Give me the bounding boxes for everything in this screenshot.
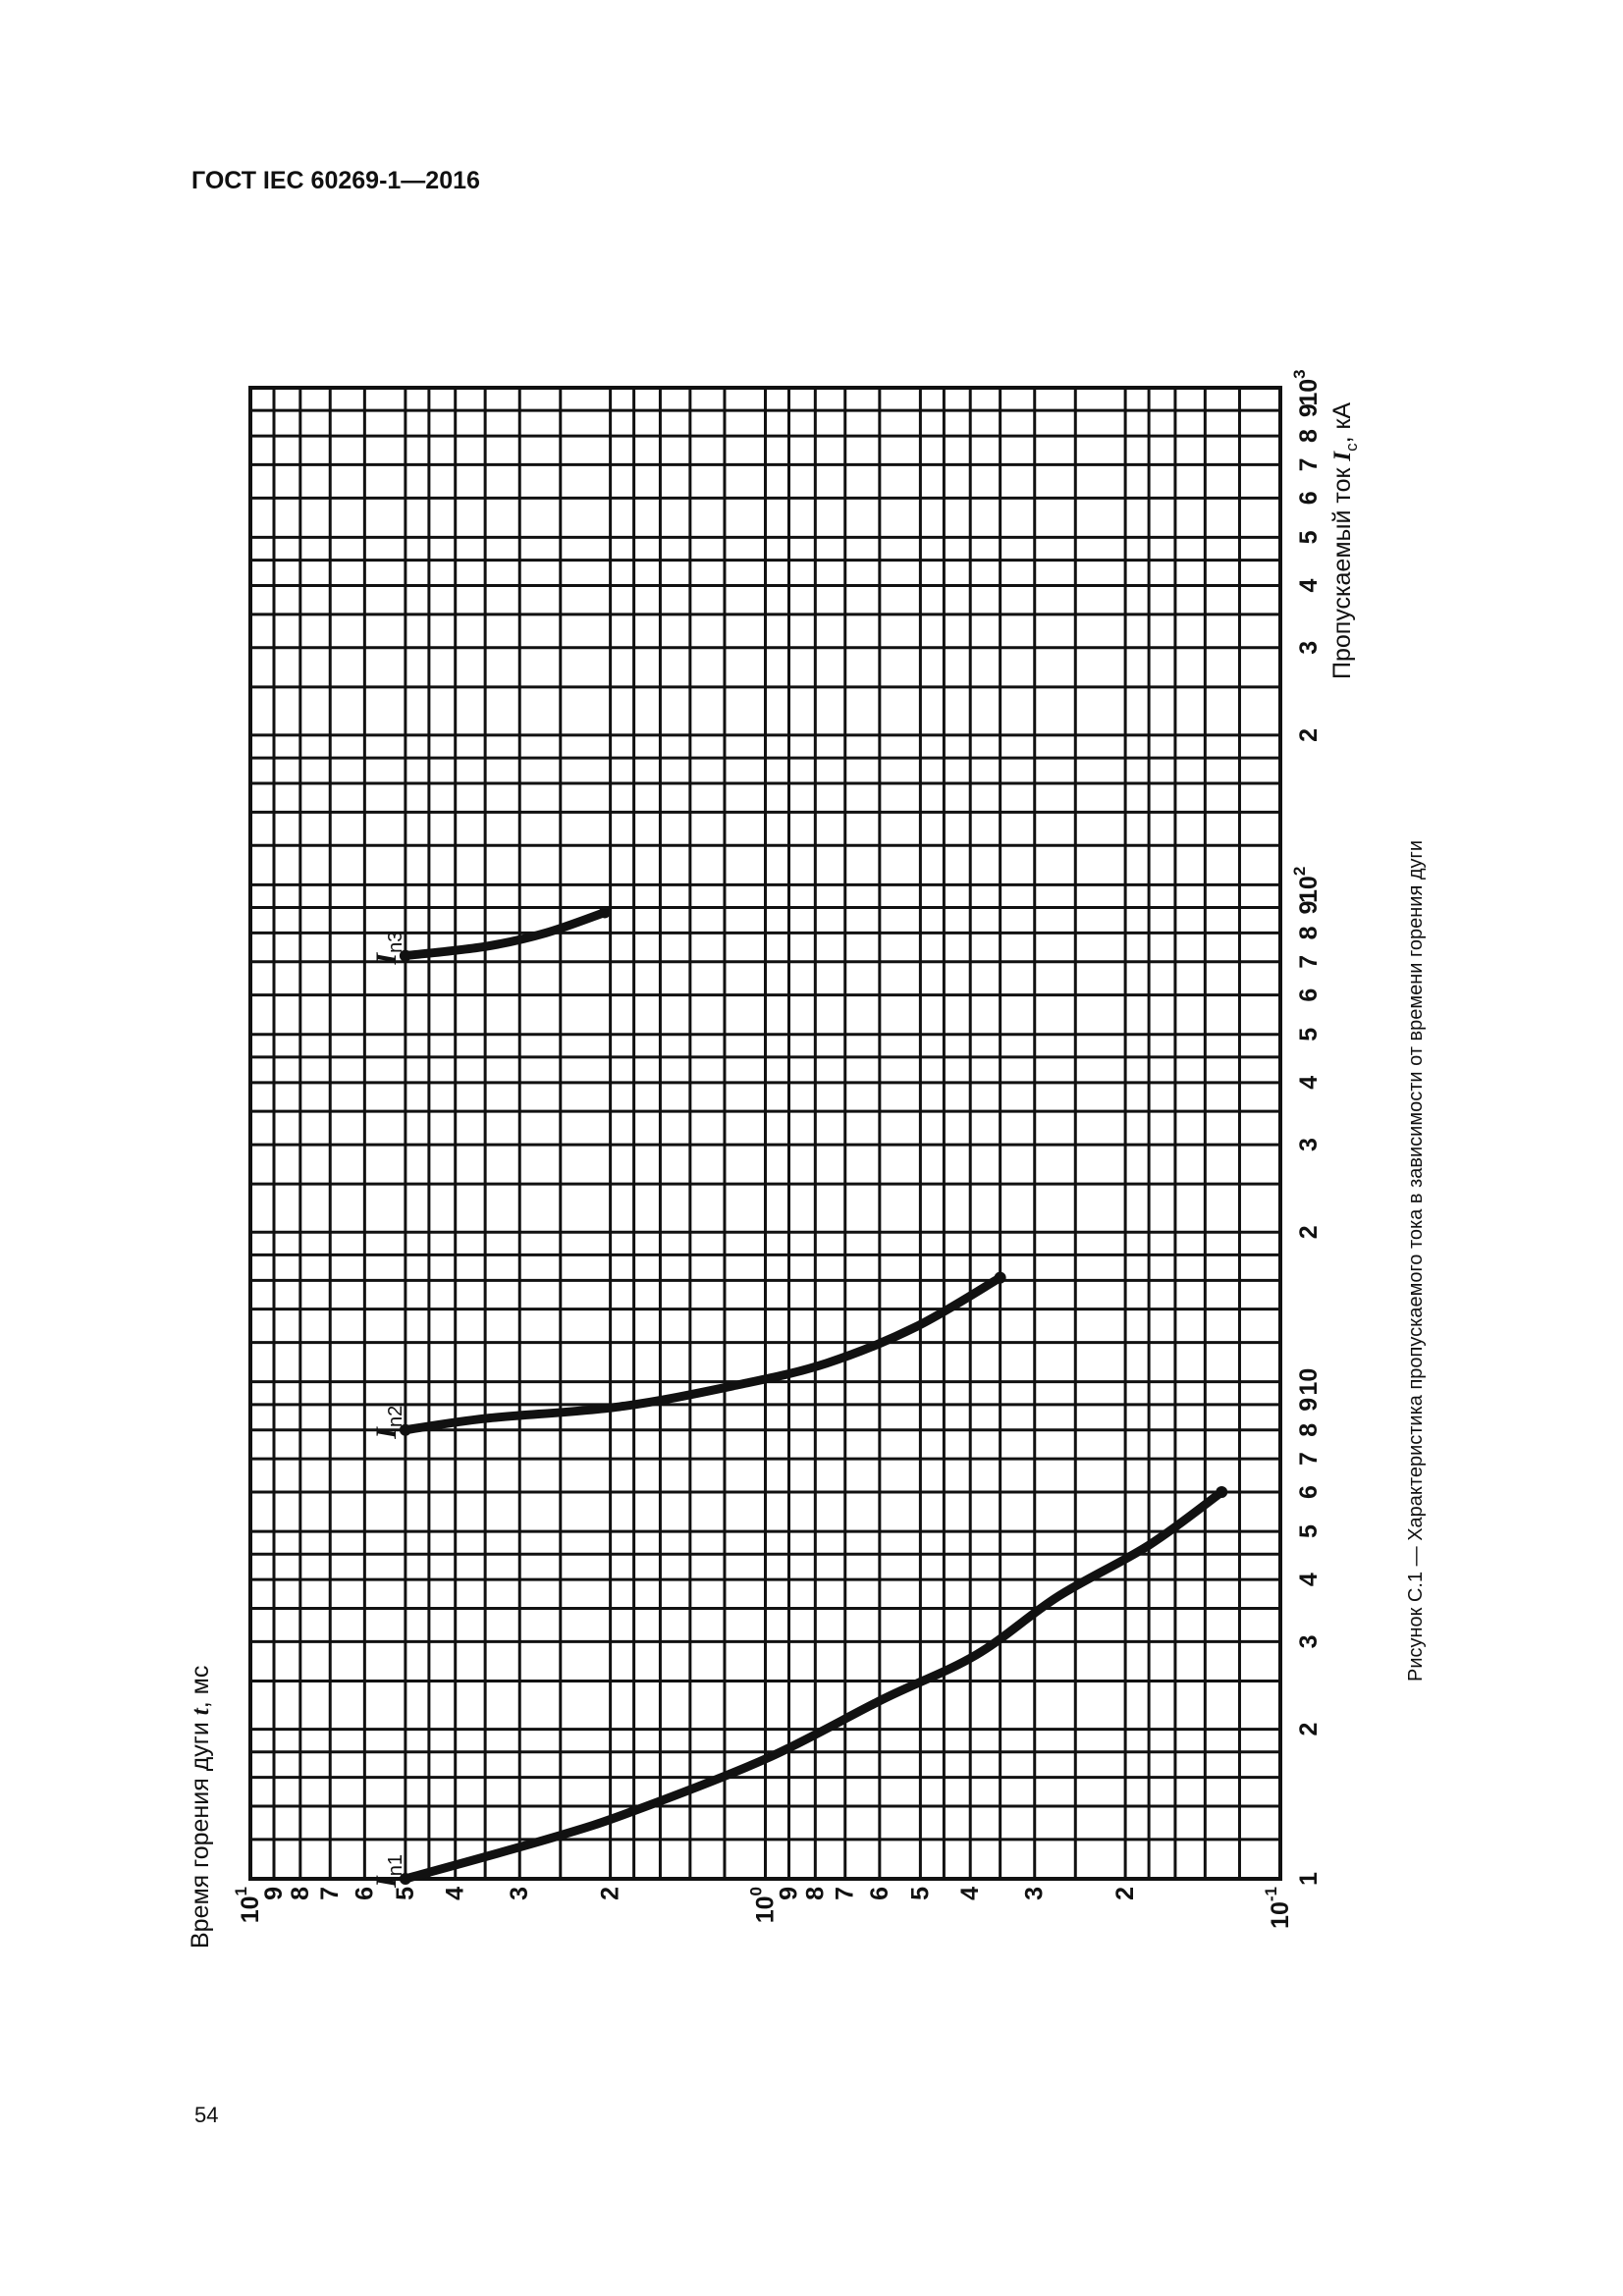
series-In2-endpoint: [399, 1423, 411, 1436]
time-axis-unit: , мс: [187, 1666, 214, 1709]
document-header: ГОСТ IEC 60269-1—2016: [191, 167, 480, 194]
current-tick-label: 5: [1295, 530, 1323, 544]
current-tick-label: 1: [1295, 1872, 1323, 1886]
time-tick-label: 5: [906, 1887, 934, 1900]
current-tick-label: 3: [1295, 641, 1323, 655]
current-tick-label: 5: [1295, 1524, 1323, 1538]
current-tick-label: 102: [1290, 867, 1324, 903]
time-tick-label: 8: [287, 1887, 314, 1900]
series-In3-label: In3: [370, 932, 406, 966]
time-axis-symbol: t: [188, 1707, 214, 1715]
series-In1-label: In1: [370, 1854, 406, 1889]
time-tick-label: 4: [956, 1887, 984, 1900]
current-tick-label: 6: [1295, 491, 1323, 505]
time-tick-label: 5: [392, 1887, 419, 1900]
current-tick-label: 3: [1295, 1138, 1323, 1151]
current-tick-label: 9: [1295, 403, 1323, 417]
time-tick-label: 6: [866, 1887, 893, 1900]
current-tick-label: 7: [1295, 457, 1323, 471]
current-tick-label: 8: [1295, 1423, 1323, 1437]
time-tick-label: 101: [232, 1887, 265, 1923]
series-In2-label: In2: [370, 1406, 406, 1440]
current-tick-label: 103: [1290, 369, 1324, 405]
current-tick-label: 4: [1295, 1573, 1323, 1586]
time-tick-label: 3: [1021, 1887, 1049, 1900]
current-axis-subscript: c: [1342, 443, 1361, 452]
time-tick-label: 100: [746, 1887, 780, 1923]
series-In3-endpoint: [598, 906, 611, 919]
page-number: 54: [194, 2103, 218, 2127]
current-tick-label: 6: [1295, 988, 1323, 1002]
series-In1-line: [401, 1487, 1226, 1884]
time-tick-label: 2: [1111, 1887, 1139, 1900]
current-tick-label: 9: [1295, 1398, 1323, 1412]
series-In2-line: [401, 1273, 1005, 1435]
series-In3-endpoint: [399, 949, 411, 962]
current-tick-label: 3: [1295, 1634, 1323, 1648]
current-tick-label: 2: [1295, 1225, 1323, 1239]
chart-grid: [250, 388, 1282, 1881]
current-tick-label: 2: [1295, 1723, 1323, 1736]
current-tick-label: 7: [1295, 1452, 1323, 1466]
current-axis-unit: , кА: [1328, 402, 1356, 444]
current-axis-title-text: Пропускаемый ток: [1328, 461, 1356, 679]
time-tick-label: 6: [351, 1887, 378, 1900]
current-axis-title: Пропускаемый ток Ic, кА: [1328, 402, 1361, 679]
current-axis-symbol: I: [1329, 451, 1356, 462]
time-tick-label: 9: [260, 1887, 288, 1900]
figure-caption: Рисунок С.1 — Характеристика пропускаемо…: [1405, 840, 1427, 1682]
current-tick-label: 4: [1295, 578, 1323, 592]
time-axis-title-text: Время горения дуги: [187, 1715, 214, 1949]
current-tick-label: 2: [1295, 728, 1323, 742]
series-In2-endpoint: [994, 1271, 1006, 1284]
series-In1-endpoint: [1216, 1485, 1228, 1498]
current-tick-label: 9: [1295, 901, 1323, 915]
current-tick-label: 8: [1295, 429, 1323, 443]
time-axis-title: Время горения дуги t, мс: [187, 1666, 214, 1949]
current-tick-label: 7: [1295, 955, 1323, 969]
time-tick-label: 7: [316, 1887, 344, 1900]
time-tick-label: 9: [775, 1887, 802, 1900]
series-In3-line: [401, 907, 610, 961]
plot-border: [248, 386, 1282, 1881]
time-tick-label: 4: [442, 1887, 469, 1900]
chart-series: In1 In2 In3: [370, 906, 1228, 1889]
time-tick-label: 7: [832, 1887, 859, 1900]
time-tick-label: 2: [597, 1887, 624, 1900]
current-tick-label: 6: [1295, 1485, 1323, 1499]
time-tick-label: 3: [506, 1887, 533, 1900]
time-tick-label: 10-1: [1262, 1887, 1295, 1929]
current-tick-label: 8: [1295, 926, 1323, 939]
current-tick-label: 4: [1295, 1076, 1323, 1090]
current-tick-label: 10: [1295, 1368, 1323, 1396]
current-tick-label: 5: [1295, 1028, 1323, 1041]
time-tick-label: 8: [801, 1887, 829, 1900]
series-In1-endpoint: [399, 1873, 411, 1885]
